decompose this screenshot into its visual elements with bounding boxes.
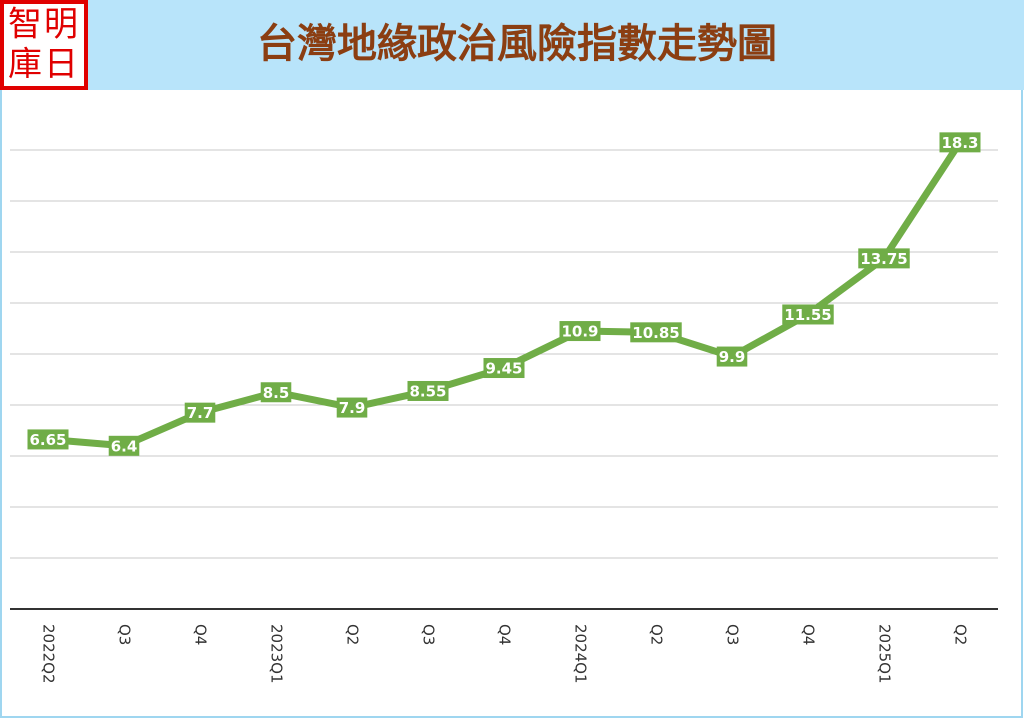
logo-text: 智明 xyxy=(8,5,80,45)
x-tick-label: 2023Q1 xyxy=(268,624,286,684)
data-label: 11.55 xyxy=(784,306,831,324)
chart-title: 台灣地緣政治風險指數走勢圖 xyxy=(257,21,777,67)
data-label: 9.9 xyxy=(719,348,746,366)
logo-box xyxy=(0,0,88,90)
data-label: 7.9 xyxy=(339,399,366,417)
data-label-bg xyxy=(483,358,525,379)
data-label: 7.7 xyxy=(187,404,214,422)
data-label: 6.4 xyxy=(111,437,138,455)
data-label: 6.65 xyxy=(29,431,66,449)
data-label-bg xyxy=(27,429,69,450)
header-band xyxy=(0,0,1024,90)
x-tick-label: 2025Q1 xyxy=(876,624,894,684)
x-tick-label: 2024Q1 xyxy=(572,624,590,684)
data-label: 18.3 xyxy=(941,134,978,152)
data-label: 8.5 xyxy=(263,384,290,402)
logo-text: 庫日 xyxy=(8,45,80,85)
data-label-bg xyxy=(108,435,140,456)
data-label-bg xyxy=(559,321,601,342)
data-label-bg xyxy=(184,402,216,423)
x-tick-label: Q3 xyxy=(724,624,742,645)
data-label-bg xyxy=(782,304,834,325)
data-label-bg xyxy=(336,397,368,418)
x-tick-label: Q2 xyxy=(344,624,362,645)
data-label: 13.75 xyxy=(860,250,907,268)
data-label: 8.55 xyxy=(409,382,446,400)
data-label-bg xyxy=(407,380,449,401)
x-tick-label: Q2 xyxy=(952,624,970,645)
data-label: 9.45 xyxy=(485,360,522,378)
data-label-bg xyxy=(939,132,981,153)
data-label-bg xyxy=(630,322,682,343)
data-label-bg xyxy=(716,346,748,367)
x-tick-label: Q4 xyxy=(496,624,514,645)
x-tick-label: Q2 xyxy=(648,624,666,645)
x-tick-label: Q4 xyxy=(192,624,210,645)
data-label-bg xyxy=(260,382,292,403)
data-label-bg xyxy=(858,248,910,269)
x-tick-label: Q3 xyxy=(420,624,438,645)
data-label: 10.85 xyxy=(632,324,679,342)
data-label: 10.9 xyxy=(561,323,598,341)
x-tick-label: Q4 xyxy=(800,624,818,645)
x-tick-label: Q3 xyxy=(116,624,134,645)
x-tick-label: 2022Q2 xyxy=(40,624,58,684)
